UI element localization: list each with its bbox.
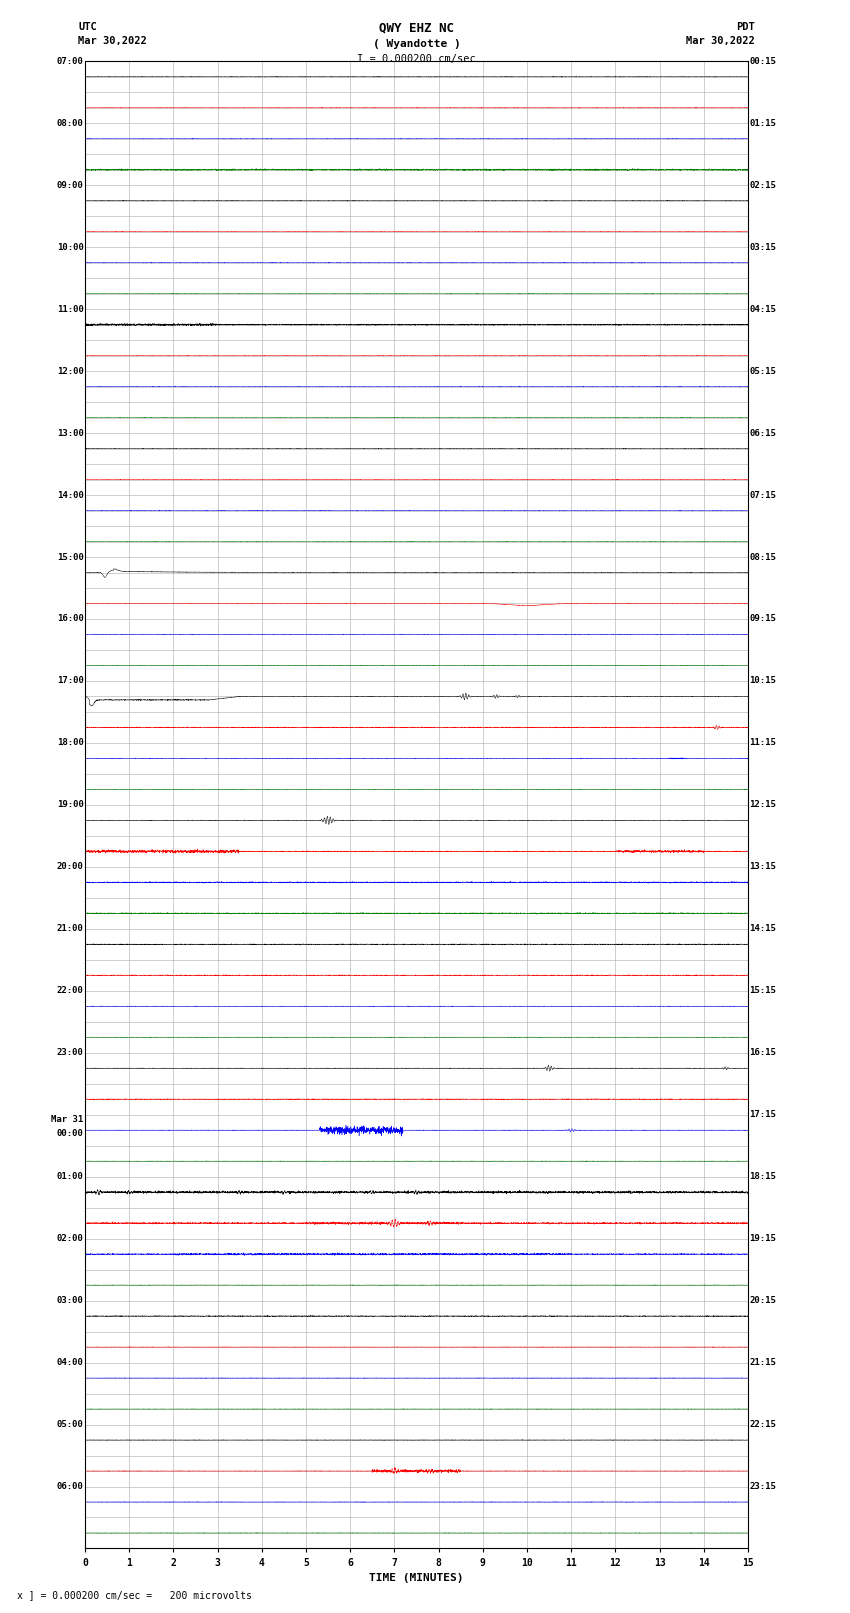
Text: 12:15: 12:15: [750, 800, 776, 810]
Text: 15:15: 15:15: [750, 986, 776, 995]
Text: 06:15: 06:15: [750, 429, 776, 437]
Text: 05:00: 05:00: [57, 1419, 83, 1429]
Text: 20:00: 20:00: [57, 863, 83, 871]
Text: 00:15: 00:15: [750, 56, 776, 66]
Text: 07:00: 07:00: [57, 56, 83, 66]
Text: Mar 30,2022: Mar 30,2022: [78, 37, 147, 47]
Text: 13:15: 13:15: [750, 863, 776, 871]
Text: 21:15: 21:15: [750, 1358, 776, 1368]
Text: I = 0.000200 cm/sec: I = 0.000200 cm/sec: [357, 55, 476, 65]
Text: 04:15: 04:15: [750, 305, 776, 313]
Text: 08:15: 08:15: [750, 553, 776, 561]
Text: 06:00: 06:00: [57, 1482, 83, 1490]
Text: 23:15: 23:15: [750, 1482, 776, 1490]
Text: 05:15: 05:15: [750, 366, 776, 376]
Text: 02:00: 02:00: [57, 1234, 83, 1244]
Text: 14:15: 14:15: [750, 924, 776, 934]
Text: 20:15: 20:15: [750, 1297, 776, 1305]
Text: 00:00: 00:00: [57, 1129, 83, 1137]
Text: 09:00: 09:00: [57, 181, 83, 190]
Text: 13:00: 13:00: [57, 429, 83, 437]
Text: 01:15: 01:15: [750, 119, 776, 127]
Text: 21:00: 21:00: [57, 924, 83, 934]
Text: UTC: UTC: [78, 21, 97, 32]
Text: 11:00: 11:00: [57, 305, 83, 313]
Text: 07:15: 07:15: [750, 490, 776, 500]
Text: 19:15: 19:15: [750, 1234, 776, 1244]
Text: 14:00: 14:00: [57, 490, 83, 500]
Text: 08:00: 08:00: [57, 119, 83, 127]
Text: 16:00: 16:00: [57, 615, 83, 624]
Text: 16:15: 16:15: [750, 1048, 776, 1057]
Text: 22:00: 22:00: [57, 986, 83, 995]
Text: 17:00: 17:00: [57, 676, 83, 686]
Text: 10:00: 10:00: [57, 242, 83, 252]
X-axis label: TIME (MINUTES): TIME (MINUTES): [369, 1573, 464, 1582]
Text: Mar 30,2022: Mar 30,2022: [686, 37, 755, 47]
Text: PDT: PDT: [736, 21, 755, 32]
Text: 01:00: 01:00: [57, 1173, 83, 1181]
Text: 22:15: 22:15: [750, 1419, 776, 1429]
Text: 18:00: 18:00: [57, 739, 83, 747]
Text: 19:00: 19:00: [57, 800, 83, 810]
Text: ( Wyandotte ): ( Wyandotte ): [372, 39, 461, 50]
Text: 04:00: 04:00: [57, 1358, 83, 1368]
Text: 03:15: 03:15: [750, 242, 776, 252]
Text: 18:15: 18:15: [750, 1173, 776, 1181]
Text: 15:00: 15:00: [57, 553, 83, 561]
Text: 12:00: 12:00: [57, 366, 83, 376]
Text: 17:15: 17:15: [750, 1110, 776, 1119]
Text: 09:15: 09:15: [750, 615, 776, 624]
Text: x ] = 0.000200 cm/sec =   200 microvolts: x ] = 0.000200 cm/sec = 200 microvolts: [17, 1590, 252, 1600]
Text: 11:15: 11:15: [750, 739, 776, 747]
Text: 23:00: 23:00: [57, 1048, 83, 1057]
Text: QWY EHZ NC: QWY EHZ NC: [379, 21, 454, 34]
Text: 03:00: 03:00: [57, 1297, 83, 1305]
Text: Mar 31: Mar 31: [51, 1115, 83, 1124]
Text: 02:15: 02:15: [750, 181, 776, 190]
Text: 10:15: 10:15: [750, 676, 776, 686]
